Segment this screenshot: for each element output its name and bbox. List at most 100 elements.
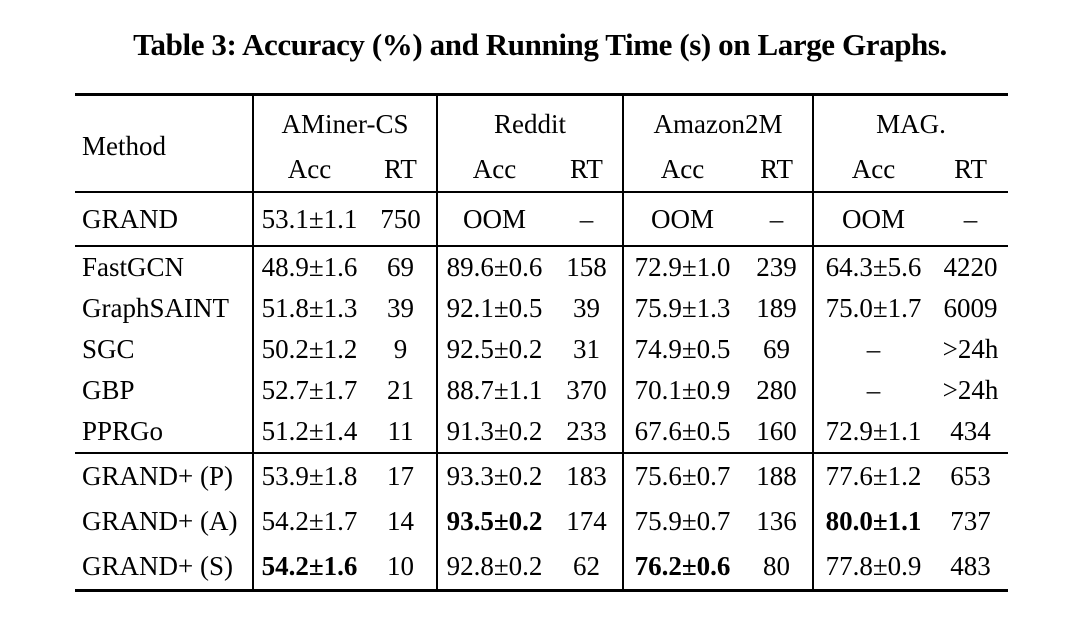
cell-acc: 48.9±1.6: [252, 246, 365, 288]
cell-rt: 4220: [943, 252, 998, 282]
table-row: GRAND+ (P) 53.9±1.8 17 93.3±0.2 183 75.6…: [75, 453, 1008, 499]
cell-acc: 52.7±1.7: [252, 370, 365, 411]
cell-rt: >24h: [942, 334, 999, 364]
cell-rt: 737: [950, 506, 991, 536]
cell-acc: 92.8±0.2: [436, 544, 551, 591]
cell-acc: 72.9±1.1: [812, 411, 934, 454]
cell-acc: 75.0±1.7: [812, 288, 934, 329]
subheader-acc: Acc: [436, 148, 551, 193]
cell-rt: –: [551, 192, 623, 247]
cell-acc: 92.5±0.2: [436, 329, 551, 370]
table-row: FastGCN 48.9±1.6 69 89.6±0.6 158 72.9±1.…: [75, 246, 1008, 288]
table-row: GBP 52.7±1.7 21 88.7±1.1 370 70.1±0.9 28…: [75, 370, 1008, 411]
cell-rt: 434: [933, 411, 1009, 454]
subheader-rt: RT: [551, 148, 623, 193]
cell-acc: 77.6±1.2: [812, 453, 934, 499]
section-baselines: FastGCN 48.9±1.6 69 89.6±0.6 158 72.9±1.…: [75, 246, 1009, 454]
cell-acc: 54.2±1.7: [252, 499, 365, 544]
cell-acc: 51.2±1.4: [252, 411, 365, 454]
cell-acc: 88.7±1.1: [436, 370, 551, 411]
cell-acc: 67.6±0.5: [622, 411, 741, 454]
cell-rt: 653: [950, 461, 991, 491]
group-header-row: Method AMiner-CS Reddit Amazon2M MAG.: [75, 94, 1009, 193]
cell-rt: 14: [387, 506, 414, 536]
method-cell: GRAND+ (S): [82, 551, 233, 581]
cell-acc: OOM: [812, 192, 934, 247]
cell-rt: –: [933, 192, 1009, 247]
group-header-mag: MAG.: [812, 94, 1009, 148]
cell-acc: 64.3±5.6: [812, 246, 934, 288]
cell-rt: 39: [387, 293, 414, 323]
cell-rt: 69: [387, 252, 414, 282]
cell-rt: –: [741, 192, 814, 247]
cell-acc-best: 93.5±0.2: [436, 499, 551, 544]
cell-rt: 370: [566, 375, 607, 405]
col-header-method: Method: [75, 94, 253, 193]
cell-acc: 75.9±1.3: [622, 288, 741, 329]
cell-acc-best: 80.0±1.1: [812, 499, 934, 544]
section-grand: GRAND 53.1±1.1 750 OOM – OOM – OOM –: [75, 192, 1009, 247]
cell-acc: 75.9±0.7: [622, 499, 741, 544]
cell-rt: 9: [393, 334, 408, 364]
cell-rt: 31: [573, 334, 600, 364]
group-header-aminer-cs: AMiner-CS: [252, 94, 437, 148]
cell-acc: OOM: [436, 192, 551, 247]
results-table: Method AMiner-CS Reddit Amazon2M MAG. Ac…: [75, 93, 1009, 592]
table-row: SGC 50.2±1.2 9 92.5±0.2 31 74.9±0.5 69 –…: [75, 329, 1008, 370]
cell-rt: 174: [566, 506, 607, 536]
cell-acc: 89.6±0.6: [436, 246, 551, 288]
cell-acc: 53.9±1.8: [252, 453, 365, 499]
cell-acc: 51.8±1.3: [252, 288, 365, 329]
cell-rt: 188: [756, 461, 797, 491]
table-header: Method AMiner-CS Reddit Amazon2M MAG. Ac…: [75, 94, 1009, 193]
cell-acc: 91.3±0.2: [436, 411, 551, 454]
cell-rt: 11: [365, 411, 437, 454]
subheader-row: Acc RT Acc RT Acc RT Acc RT: [75, 148, 1009, 193]
cell-rt: 158: [566, 252, 607, 282]
method-cell: GraphSAINT: [82, 293, 229, 323]
cell-rt: 189: [756, 293, 797, 323]
table-caption: Table 3: Accuracy (%) and Running Time (…: [133, 27, 947, 62]
cell-acc: 72.9±1.0: [622, 246, 741, 288]
cell-acc: 92.1±0.5: [436, 288, 551, 329]
group-header-amazon2m: Amazon2M: [621, 94, 814, 148]
subheader-rt: RT: [741, 148, 814, 193]
subheader-acc: Acc: [252, 148, 365, 193]
cell-acc: –: [812, 329, 934, 370]
cell-rt: 6009: [943, 293, 998, 323]
cell-rt: 21: [387, 375, 414, 405]
method-cell: GRAND: [75, 192, 253, 247]
subheader-rt: RT: [933, 148, 1009, 193]
cell-acc: 74.9±0.5: [622, 329, 741, 370]
table-row: GRAND+ (S) 54.2±1.6 10 92.8±0.2 62 76.2±…: [75, 544, 1008, 591]
cell-rt: 69: [763, 334, 790, 364]
cell-rt: 239: [756, 252, 797, 282]
cell-acc: 77.8±0.9: [812, 544, 934, 591]
group-header-reddit: Reddit: [436, 94, 623, 148]
cell-acc: 50.2±1.2: [252, 329, 365, 370]
method-cell: GRAND+ (A): [82, 506, 238, 536]
cell-acc-best: 76.2±0.6: [622, 544, 741, 591]
table-row: PPRGo 51.2±1.4 11 91.3±0.2 233 67.6±0.5 …: [75, 411, 1009, 454]
method-cell: FastGCN: [82, 252, 185, 282]
table-row: GraphSAINT 51.8±1.3 39 92.1±0.5 39 75.9±…: [75, 288, 1008, 329]
cell-rt: 136: [756, 506, 797, 536]
subheader-acc: Acc: [812, 148, 934, 193]
cell-rt: 233: [551, 411, 623, 454]
method-cell: GBP: [82, 375, 135, 405]
section-grand-plus: GRAND+ (P) 53.9±1.8 17 93.3±0.2 183 75.6…: [75, 453, 1008, 591]
cell-acc: 75.6±0.7: [622, 453, 741, 499]
cell-acc: OOM: [622, 192, 741, 247]
cell-rt: 280: [756, 375, 797, 405]
cell-rt: 750: [365, 192, 437, 247]
cell-rt: 160: [741, 411, 814, 454]
table-row: GRAND 53.1±1.1 750 OOM – OOM – OOM –: [75, 192, 1009, 247]
cell-rt: 483: [950, 551, 991, 581]
cell-rt: 39: [573, 293, 600, 323]
subheader-rt: RT: [365, 148, 437, 193]
cell-rt: 17: [387, 461, 414, 491]
table-row: GRAND+ (A) 54.2±1.7 14 93.5±0.2 174 75.9…: [75, 499, 1008, 544]
cell-rt: 10: [387, 551, 414, 581]
cell-rt: 183: [566, 461, 607, 491]
